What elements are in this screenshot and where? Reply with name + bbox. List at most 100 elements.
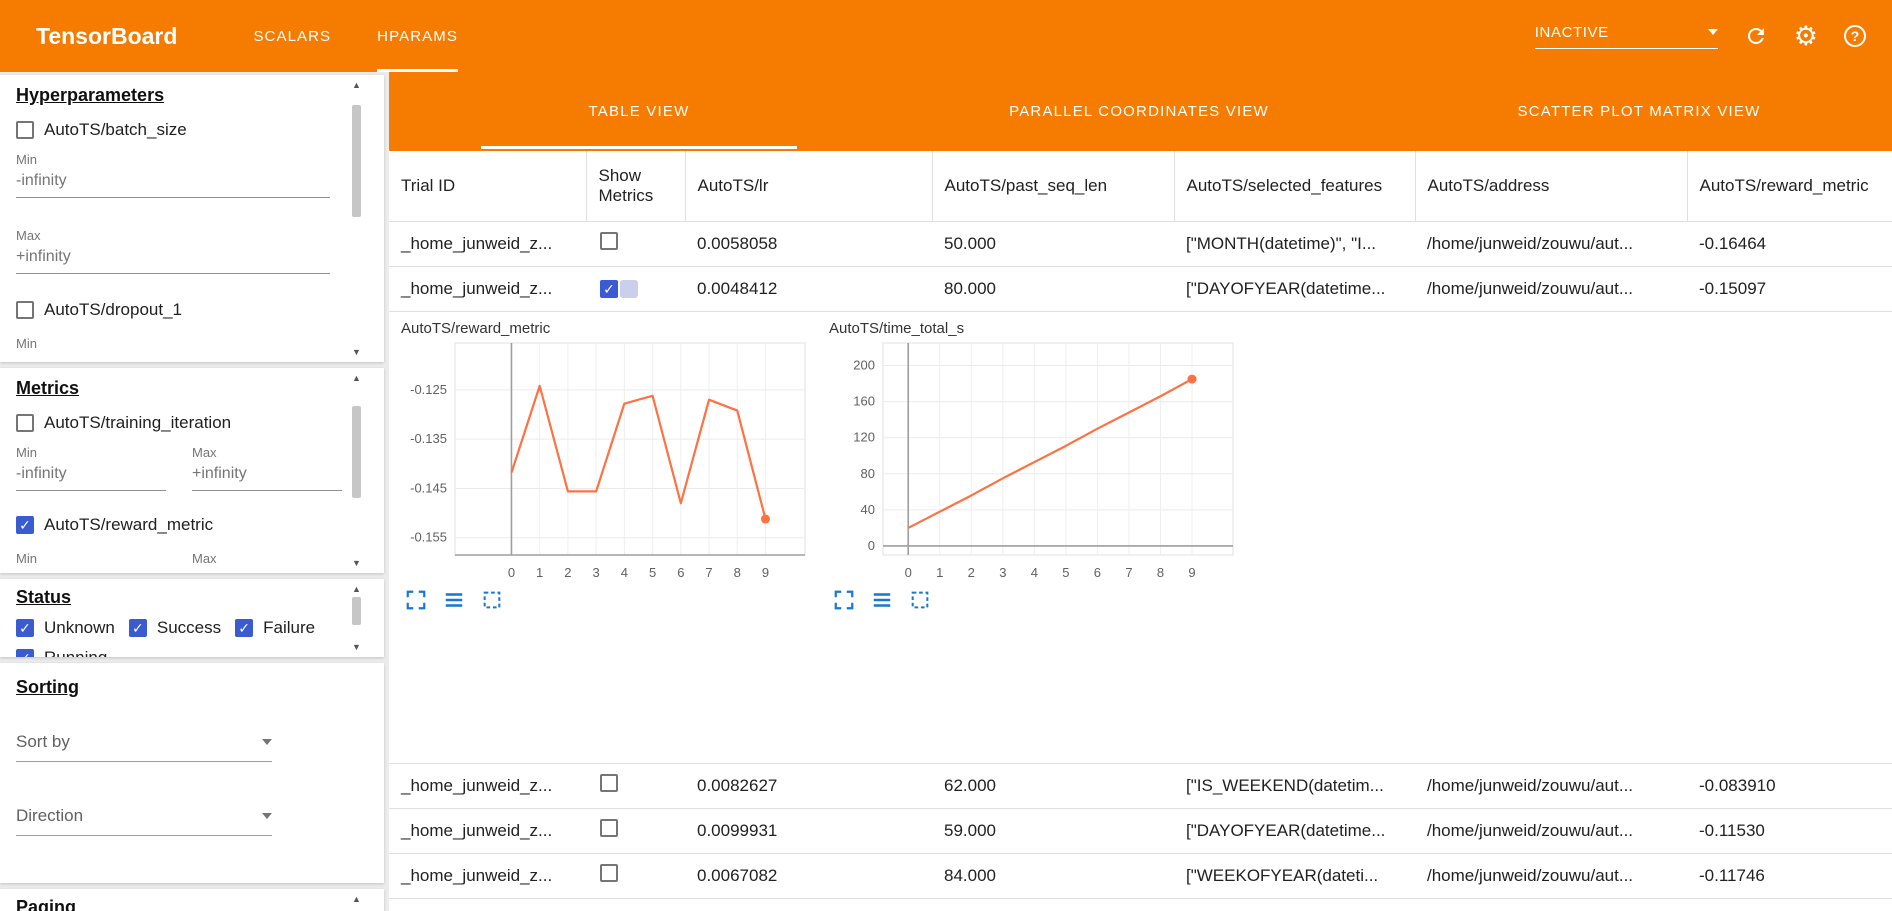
tab-scatter-plot-matrix-view[interactable]: SCATTER PLOT MATRIX VIEW	[1517, 103, 1761, 120]
metric-training-iteration-row[interactable]: AutoTS/training_iteration	[16, 413, 368, 433]
hyperparameters-heading: Hyperparameters	[16, 85, 165, 105]
main-nav: SCALARS HPARAMS	[253, 0, 458, 72]
help-icon[interactable]: ?	[1844, 25, 1866, 47]
tab-parallel-coordinates-view[interactable]: PARALLEL COORDINATES VIEW	[1009, 103, 1269, 120]
max-value[interactable]: +infinity	[192, 460, 342, 491]
scroll-down-icon[interactable]: ▼	[352, 347, 361, 357]
failure-checkbox[interactable]	[235, 619, 254, 637]
status-failure-row[interactable]: Failure	[235, 618, 315, 638]
address-cell: /home/junweid/zouwu/aut...	[1415, 266, 1687, 312]
table-row[interactable]: _home_junweid_z... 0.0099931 59.000 ["DA…	[389, 808, 1892, 854]
show-metrics-checkbox[interactable]	[600, 864, 618, 882]
scrollbar[interactable]: ▲	[351, 893, 362, 911]
svg-text:0: 0	[905, 565, 912, 580]
zoom-selection-icon[interactable]	[909, 589, 931, 611]
scroll-down-icon[interactable]: ▼	[352, 642, 361, 652]
scrollbar[interactable]: ▲ ▼	[351, 583, 362, 653]
zoom-selection-icon[interactable]	[481, 589, 503, 611]
metric-min-input[interactable]: Min -infinity	[16, 445, 166, 491]
metrics-panel: Metrics AutoTS/training_iteration Min -i…	[0, 368, 384, 573]
status-success-row[interactable]: Success	[128, 618, 221, 638]
max-input[interactable]: Max +infinity	[16, 228, 330, 274]
chevron-down-icon	[1707, 29, 1718, 35]
training-iteration-checkbox[interactable]	[16, 414, 34, 432]
view-lines-icon[interactable]	[871, 589, 893, 611]
expand-chart-icon[interactable]	[405, 589, 427, 611]
chevron-down-icon	[262, 813, 272, 819]
paging-panel: Paging ▲	[0, 889, 384, 911]
unknown-checkbox[interactable]	[16, 619, 34, 637]
table-row[interactable]: _home_junweid_z... 0.0067082 84.000 ["WE…	[389, 853, 1892, 899]
scroll-up-icon[interactable]: ▲	[352, 894, 361, 904]
dropout-checkbox[interactable]	[16, 301, 34, 319]
metrics-heading: Metrics	[16, 378, 80, 398]
scrollbar[interactable]: ▲ ▼	[351, 372, 362, 569]
hparam-batch-size-row[interactable]: AutoTS/batch_size	[16, 120, 368, 140]
scrollbar[interactable]: ▲ ▼	[351, 79, 362, 358]
scrollbar-thumb[interactable]	[352, 105, 361, 217]
table-row[interactable]: _home_junweid_z... 0.0048412 80.000 ["DA…	[389, 266, 1892, 312]
svg-text:5: 5	[1062, 565, 1069, 580]
batch-size-checkbox[interactable]	[16, 121, 34, 139]
sort-by-select[interactable]: Sort by	[16, 732, 272, 762]
reward-metric-chart-block: AutoTS/reward_metric -0.125 -0.135 -0.145-…	[399, 318, 813, 611]
table-row[interactable]: _home_junweid_z... 0.0058058 50.000 ["MO…	[389, 221, 1892, 267]
svg-text:4: 4	[1031, 565, 1038, 580]
success-checkbox[interactable]	[128, 619, 147, 637]
svg-text:2: 2	[968, 565, 975, 580]
expand-chart-icon[interactable]	[833, 589, 855, 611]
failure-label: Failure	[263, 618, 316, 637]
trial-id-cell: _home_junweid_z...	[389, 221, 586, 267]
view-lines-icon[interactable]	[443, 589, 465, 611]
svg-text:7: 7	[705, 565, 712, 580]
min-value[interactable]: -infinity	[16, 460, 166, 491]
trial-id-cell: _home_junweid_z...	[389, 853, 586, 899]
svg-text:4: 4	[621, 565, 628, 580]
reward-metric-sparkline-chart[interactable]: -0.125 -0.135 -0.145 -0.155 0 1 2 3 4 5 6 7 8 9	[399, 337, 813, 585]
settings-gear-icon[interactable]: ⚙	[1793, 20, 1818, 51]
sidebar: Hyperparameters AutoTS/batch_size Min -i…	[0, 72, 389, 911]
running-checkbox[interactable]	[16, 649, 34, 657]
table-header-row: Trial ID Show Metrics AutoTS/lr AutoTS/p…	[389, 151, 1892, 222]
max-value[interactable]: +infinity	[16, 243, 330, 274]
refresh-icon[interactable]	[1744, 24, 1768, 48]
show-metrics-checkbox[interactable]	[600, 774, 618, 792]
min-label: Min	[16, 551, 37, 566]
scroll-up-icon[interactable]: ▲	[352, 80, 361, 90]
status-unknown-row[interactable]: Unknown	[16, 618, 115, 638]
reward-metric-cell: -0.15097	[1687, 266, 1892, 312]
reward-metric-cell: -0.16464	[1687, 221, 1892, 267]
tab-scalars[interactable]: SCALARS	[253, 27, 332, 45]
min-label: Min	[16, 445, 37, 460]
min-label: Min	[16, 336, 37, 351]
tab-hparams[interactable]: HPARAMS	[377, 0, 458, 72]
direction-select[interactable]: Direction	[16, 806, 272, 836]
run-status-dropdown[interactable]: INACTIVE	[1534, 24, 1718, 49]
min-input-partial[interactable]: Min	[16, 336, 330, 351]
min-value[interactable]: -infinity	[16, 167, 330, 198]
metric-reward-metric-row[interactable]: AutoTS/reward_metric	[16, 515, 368, 535]
time-total-sparkline-chart[interactable]: 0 40 80 120 160 200 0 1 2 3 4 5 6 7 8 9	[827, 337, 1241, 585]
scrollbar-thumb[interactable]	[352, 597, 361, 625]
scroll-down-icon[interactable]: ▼	[352, 558, 361, 568]
hparam-dropout-row[interactable]: AutoTS/dropout_1	[16, 300, 368, 320]
min-input[interactable]: Min -infinity	[16, 152, 330, 198]
reward-metric-checkbox[interactable]	[16, 516, 34, 534]
app-title[interactable]: TensorBoard	[36, 22, 178, 49]
status-running-row[interactable]: Running	[16, 648, 368, 657]
tab-table-view[interactable]: TABLE VIEW	[389, 72, 889, 151]
scroll-up-icon[interactable]: ▲	[352, 373, 361, 383]
show-metrics-checkbox[interactable]	[600, 819, 618, 837]
metric-max-input[interactable]: Max +infinity	[192, 445, 342, 491]
lr-cell: 0.0082627	[685, 763, 932, 809]
scroll-up-icon[interactable]: ▲	[352, 584, 361, 594]
status-heading: Status	[16, 587, 72, 607]
metric-min-input-partial[interactable]: Min	[16, 551, 166, 566]
time-total-chart-block: AutoTS/time_total_s 0 40 80 120 160 200 0 1 2 3 4 5…	[827, 318, 1241, 611]
show-metrics-checkbox[interactable]	[600, 232, 618, 250]
direction-label: Direction	[16, 806, 84, 825]
table-row[interactable]: _home_junweid_z... 0.0082627 62.000 ["IS…	[389, 763, 1892, 809]
metric-max-input-partial[interactable]: Max	[192, 551, 342, 566]
scrollbar-thumb[interactable]	[352, 406, 361, 498]
show-metrics-checkbox[interactable]	[600, 279, 618, 298]
